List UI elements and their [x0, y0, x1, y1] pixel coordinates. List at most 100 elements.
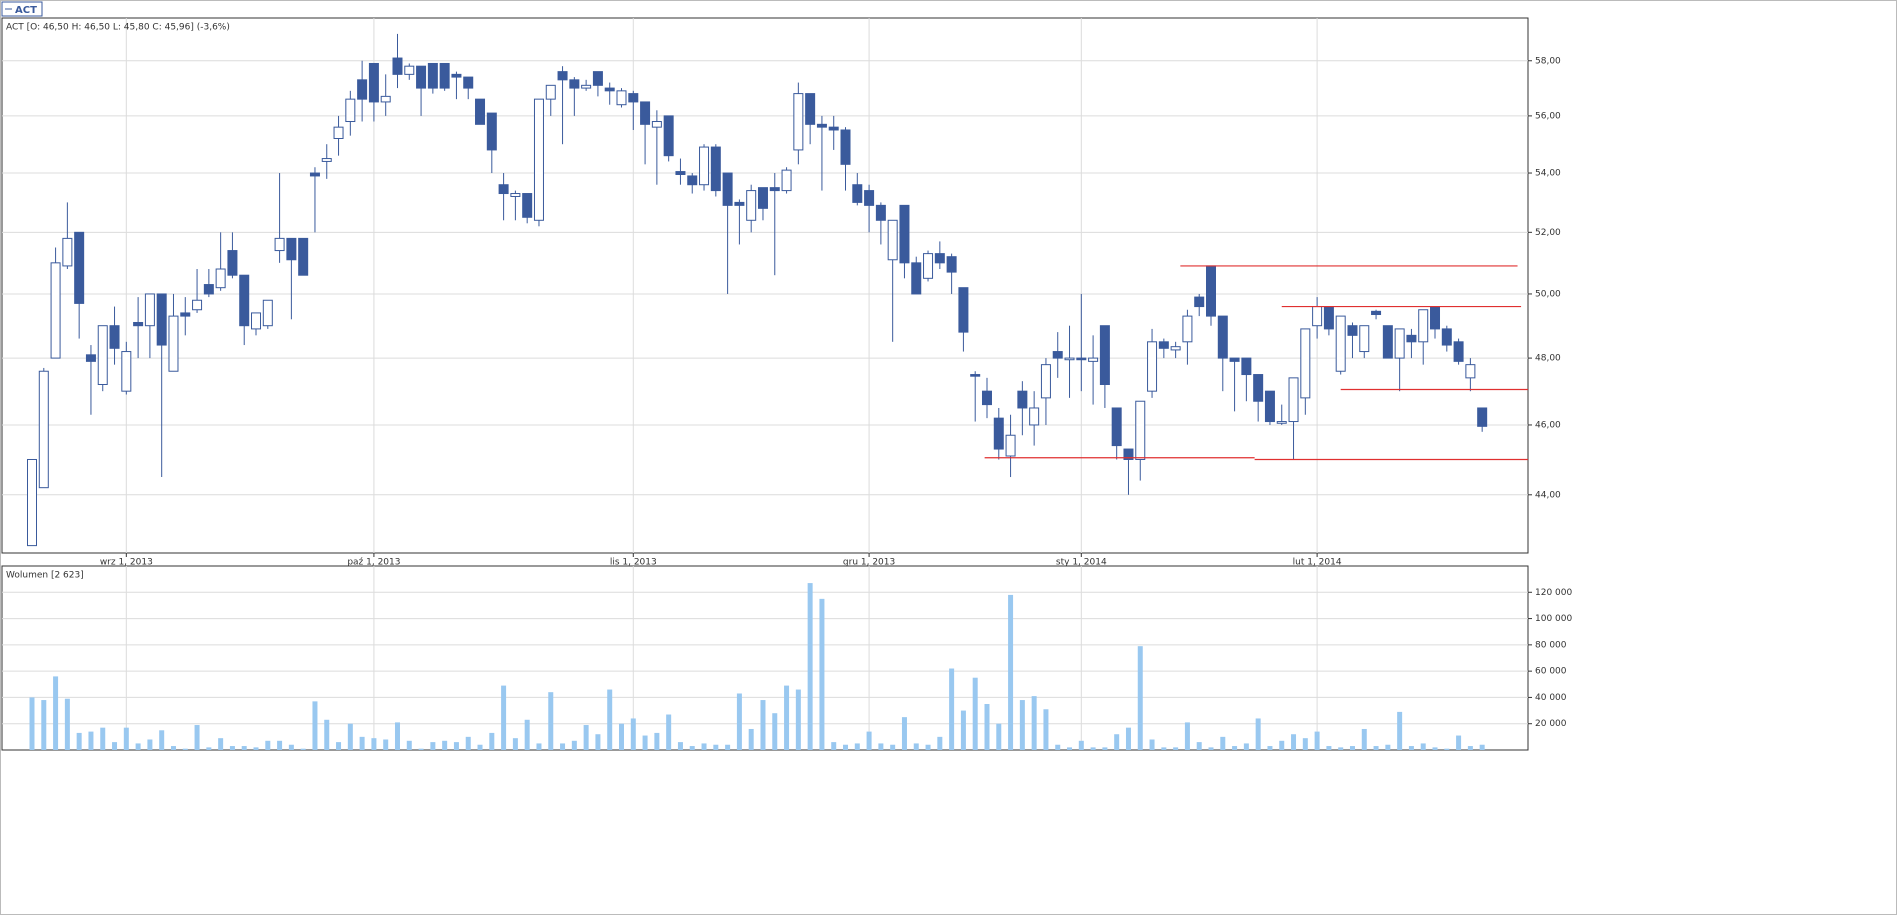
volume-bar — [112, 742, 118, 750]
candle-body — [427, 62, 438, 89]
volume-bar — [265, 740, 271, 750]
volume-bar — [843, 744, 849, 750]
volume-bar — [218, 738, 224, 750]
candle-body — [309, 172, 320, 177]
y-tick-label: 20 000 — [1535, 719, 1567, 729]
candle-body — [1300, 328, 1311, 399]
volume-bar — [1149, 739, 1155, 750]
volume-bar — [1267, 746, 1273, 750]
volume-bar — [937, 736, 943, 750]
candle-body — [1076, 357, 1087, 361]
volume-title: Wolumen [2 623] — [6, 571, 84, 581]
volume-bar — [206, 747, 212, 750]
candle-body — [498, 184, 509, 195]
volume-bar — [135, 743, 141, 750]
candle-body — [934, 253, 945, 264]
volume-bar — [1302, 738, 1308, 750]
candle-body — [1312, 306, 1323, 327]
volume-bar — [583, 725, 589, 750]
candle-body — [769, 187, 780, 192]
candle-body — [628, 93, 639, 103]
price-plot — [1, 17, 1529, 554]
volume-bar — [442, 740, 448, 750]
candle-body — [97, 325, 108, 385]
candle-body — [1264, 390, 1275, 423]
volume-bar — [748, 728, 754, 750]
candle-body — [1158, 341, 1169, 349]
y-tick-label: 100 000 — [1535, 614, 1572, 624]
price-title: ACT [O: 46,50 H: 46,50 L: 45,80 C: 45,96… — [6, 23, 230, 33]
y-tick-label: 50,00 — [1535, 289, 1561, 299]
volume-bar — [53, 676, 59, 750]
volume-bar — [465, 736, 471, 750]
candle-body — [1394, 328, 1405, 359]
candle-body — [852, 184, 863, 203]
candle-body — [1017, 390, 1028, 409]
volume-bar — [336, 742, 342, 750]
candle-body — [85, 354, 96, 362]
candle-body — [286, 237, 297, 261]
volume-bar — [925, 744, 931, 750]
volume-bar — [878, 743, 884, 750]
volume-bar — [1279, 740, 1285, 750]
candle-body — [805, 93, 816, 125]
volume-bar — [548, 692, 554, 750]
candle-body — [380, 95, 391, 103]
candle-body — [251, 312, 262, 330]
candle-body — [1477, 407, 1488, 427]
volume-bar — [394, 722, 400, 750]
candle-body — [1217, 315, 1228, 359]
candle-body — [1194, 296, 1205, 308]
volume-bar — [123, 727, 129, 750]
candle-body — [781, 169, 792, 192]
volume-bar — [677, 742, 683, 750]
candle-body — [1323, 306, 1334, 330]
candle-body — [1088, 357, 1099, 362]
candle-body — [675, 171, 686, 175]
candle-body — [1052, 351, 1063, 359]
y-tick-label: 58,00 — [1535, 56, 1561, 66]
volume-bar — [371, 738, 377, 750]
candle-body — [757, 187, 768, 209]
candle-body — [793, 93, 804, 151]
volume-bar — [1102, 747, 1108, 750]
candle-body — [475, 98, 486, 125]
candle-body — [864, 190, 875, 206]
candle-body — [1170, 346, 1181, 351]
candle-body — [1005, 434, 1016, 457]
candle-body — [486, 112, 497, 151]
candle-body — [510, 193, 521, 197]
volume-bar — [159, 730, 165, 750]
volume-bar — [170, 746, 176, 750]
y-tick-label: 60 000 — [1535, 667, 1567, 677]
volume-bar — [1338, 747, 1344, 750]
candle-body — [439, 62, 450, 89]
candle-body — [180, 312, 191, 317]
y-tick-label: 120 000 — [1535, 588, 1572, 598]
y-tick-label: 56,00 — [1535, 111, 1561, 121]
candle-body — [333, 126, 344, 139]
volume-bar — [1467, 746, 1473, 750]
legend-label: ACT — [15, 5, 37, 16]
volume-bar — [689, 746, 695, 750]
volume-bar — [324, 719, 330, 750]
volume-bar — [1255, 718, 1261, 750]
volume-bar — [1243, 743, 1249, 750]
candle-body — [1418, 309, 1429, 343]
candle-body — [923, 253, 934, 279]
volume-bar — [241, 746, 247, 750]
volume-bar — [984, 704, 990, 750]
volume-bar — [1232, 746, 1238, 750]
candle-body — [357, 79, 368, 100]
candle-body — [368, 62, 379, 103]
volume-bar — [1161, 747, 1167, 750]
candle-body — [203, 284, 214, 295]
volume-bar — [866, 731, 872, 750]
legend-tab[interactable] — [1, 1, 43, 17]
candle-body — [215, 268, 226, 289]
x-tick-label: paź 1, 2013 — [347, 558, 400, 568]
volume-bar — [1385, 744, 1391, 750]
candle-body — [144, 293, 155, 327]
